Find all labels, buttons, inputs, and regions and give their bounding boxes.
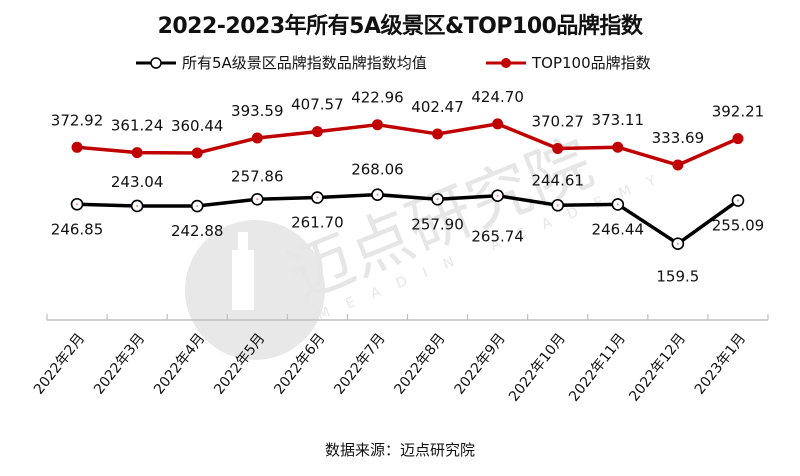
x-tick-label: 2022年12月 [626,331,689,405]
data-point-marker [492,118,504,130]
x-tick-label: 2022年7月 [331,331,388,398]
x-tick-label: 2022年9月 [452,331,509,398]
data-label: 268.06 [351,161,404,179]
data-point-marker [612,141,624,153]
data-point-marker [552,142,564,154]
data-label: 370.27 [531,112,584,130]
x-tick-label: 2022年8月 [391,331,448,398]
data-point-marker [371,119,383,131]
data-label: 333.69 [652,129,705,147]
legend-item-series1: 所有5A级景区品牌指数品牌指数均值 [136,52,427,73]
data-label: 242.88 [171,222,224,240]
data-label: 261.70 [291,214,344,232]
x-tick-label: 2022年2月 [31,331,88,398]
legend-item-series2: TOP100品牌指数 [486,52,651,73]
data-label: 402.47 [411,98,464,116]
legend-label-series1: 所有5A级景区品牌指数品牌指数均值 [182,54,427,72]
data-point-marker [131,147,143,159]
data-point-marker [191,147,203,159]
data-label: 407.57 [291,96,344,114]
data-label: 257.90 [411,215,464,233]
data-label: 360.44 [171,117,224,135]
data-point-marker [71,141,83,153]
x-tick-label: 2022年4月 [151,331,208,398]
chart-title: 2022-2023年所有5A级景区&TOP100品牌指数 [157,14,643,39]
data-label: 246.44 [592,220,645,238]
data-label: 424.70 [471,88,524,106]
data-label: 159.5 [656,268,699,286]
x-tick-label: 2023年1月 [692,331,749,398]
series-top100-line: 372.92 361.24 360.44 393.59 407.57 422.96 402.… [51,88,764,171]
data-point-marker [251,132,263,144]
x-tick-label: 2022年3月 [91,331,148,398]
data-label: 392.21 [712,103,765,121]
data-label: 393.59 [231,102,284,120]
data-label: 255.09 [712,217,765,235]
x-axis: 2022年2月 2022年3月 2022年4月 2022年5月 2022年6月 2022年… [31,314,769,405]
data-label: 422.96 [351,89,404,107]
data-label: 257.86 [231,167,284,185]
legend-black-line-marker-icon [136,56,176,69]
data-label: 361.24 [111,117,164,135]
data-label: 265.74 [471,228,524,246]
data-label: 372.92 [51,111,104,129]
x-tick-label: 2022年11月 [566,331,629,405]
data-label: 243.04 [111,173,164,191]
chart-legend: 所有5A级景区品牌指数品牌指数均值 TOP100品牌指数 [0,52,800,76]
data-point-marker [732,133,744,145]
data-label: 244.61 [531,171,584,189]
series-average-line: 246.85 243.04 242.88 257.86 261.70 268.06 257.… [51,161,764,286]
data-point-marker [432,128,444,140]
legend-red-line-marker-icon [486,57,526,68]
data-label: 373.11 [592,111,645,129]
data-source-note: 数据来源：迈点研究院 [324,441,475,459]
data-point-marker [311,126,323,138]
legend-label-series2: TOP100品牌指数 [532,54,651,72]
x-tick-label: 2022年10月 [506,331,569,405]
data-label: 246.85 [51,220,104,238]
data-point-marker [672,159,684,171]
